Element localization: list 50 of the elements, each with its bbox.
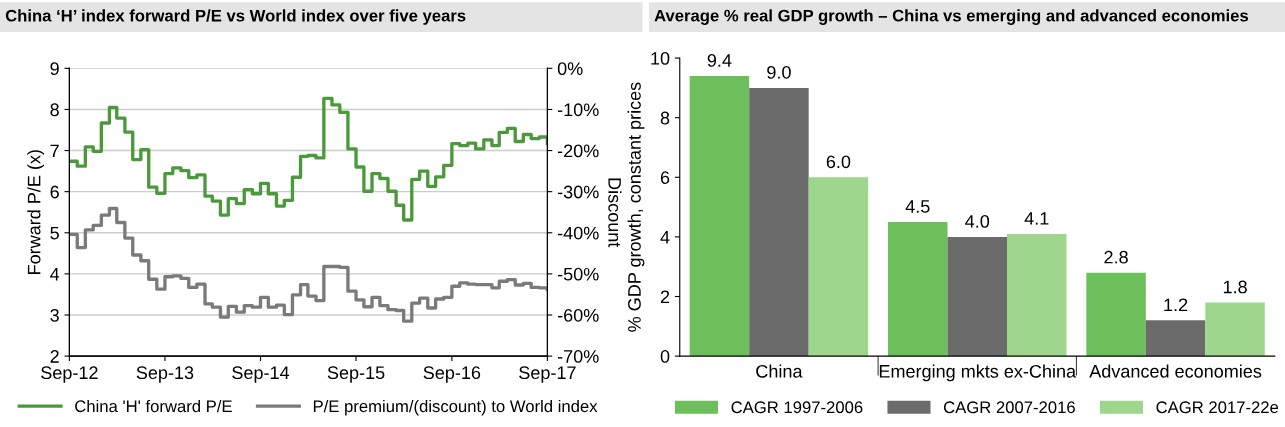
chart-title: Average % real GDP growth – China vs emerging and advanced economies: [654, 9, 1249, 25]
y-tick-label: 5: [50, 226, 59, 240]
y-tick-label: 2: [660, 290, 670, 304]
legend-label: China 'H' forward P/E: [75, 399, 232, 413]
y-tick-label: 4: [660, 231, 670, 244]
x-tick-label: Sep-17: [519, 366, 576, 383]
x-tick-label: Advanced economies: [1089, 364, 1262, 378]
y-tick-label: 6: [660, 171, 670, 185]
data-label: 9.0: [767, 65, 791, 79]
legend-label: CAGR 1997-2006: [731, 401, 863, 414]
y2-tick-label: -30%: [557, 185, 599, 199]
y-tick-label: 9: [50, 62, 59, 76]
y-tick-label: 4: [50, 268, 60, 281]
x-tick-label: Sep-16: [423, 366, 481, 383]
x-tick-label: Sep-13: [136, 366, 194, 383]
x-tick-label: Emerging mkts ex-China: [879, 364, 1077, 382]
y2-tick-label: -10%: [557, 103, 599, 117]
legend-label: CAGR 2007-2016: [943, 401, 1075, 414]
data-label: 2.8: [1104, 250, 1128, 264]
y-tick-label: 7: [50, 144, 59, 158]
x-tick-label: Sep-15: [327, 366, 385, 383]
legend-label: CAGR 2017-22e: [1156, 401, 1279, 414]
y-tick-label: 6: [50, 185, 59, 199]
chart-title: China ‘H’ index forward P/E vs World index over five years: [5, 9, 466, 25]
y2-tick-label: -70%: [557, 350, 599, 363]
data-label: 6.0: [826, 155, 851, 169]
y-tick-label: 10: [651, 52, 670, 65]
y-tick-label: 2: [50, 350, 59, 363]
y-tick-label: 3: [50, 308, 59, 322]
data-label: 9.4: [707, 54, 732, 67]
data-label: 1.8: [1223, 280, 1247, 294]
data-label: 4.0: [965, 214, 990, 228]
data-label: 1.2: [1164, 298, 1188, 312]
y2-tick-label: -60%: [557, 308, 599, 322]
y-tick-label: 8: [660, 111, 670, 125]
x-tick-label: Sep-12: [41, 366, 98, 383]
y-tick-label: 0: [660, 350, 670, 363]
y2-tick-label: -20%: [557, 144, 599, 158]
data-label: 4.1: [1024, 212, 1049, 225]
data-label: 4.5: [905, 200, 930, 213]
legend-label: P/E premium/(discount) to World index: [313, 399, 598, 416]
x-tick-label: China: [756, 364, 803, 378]
y2-tick-label: -40%: [557, 226, 599, 240]
y2-tick-label: 0%: [557, 62, 583, 76]
y-axis-title: Forward P/E (x): [27, 150, 45, 274]
y2-tick-label: -50%: [557, 267, 599, 281]
y-axis-title: % GDP growth, constant prices: [627, 82, 645, 332]
y-tick-label: 8: [50, 103, 59, 117]
y2-axis-title: Discount: [608, 178, 622, 248]
x-tick-label: Sep-14: [232, 366, 290, 383]
